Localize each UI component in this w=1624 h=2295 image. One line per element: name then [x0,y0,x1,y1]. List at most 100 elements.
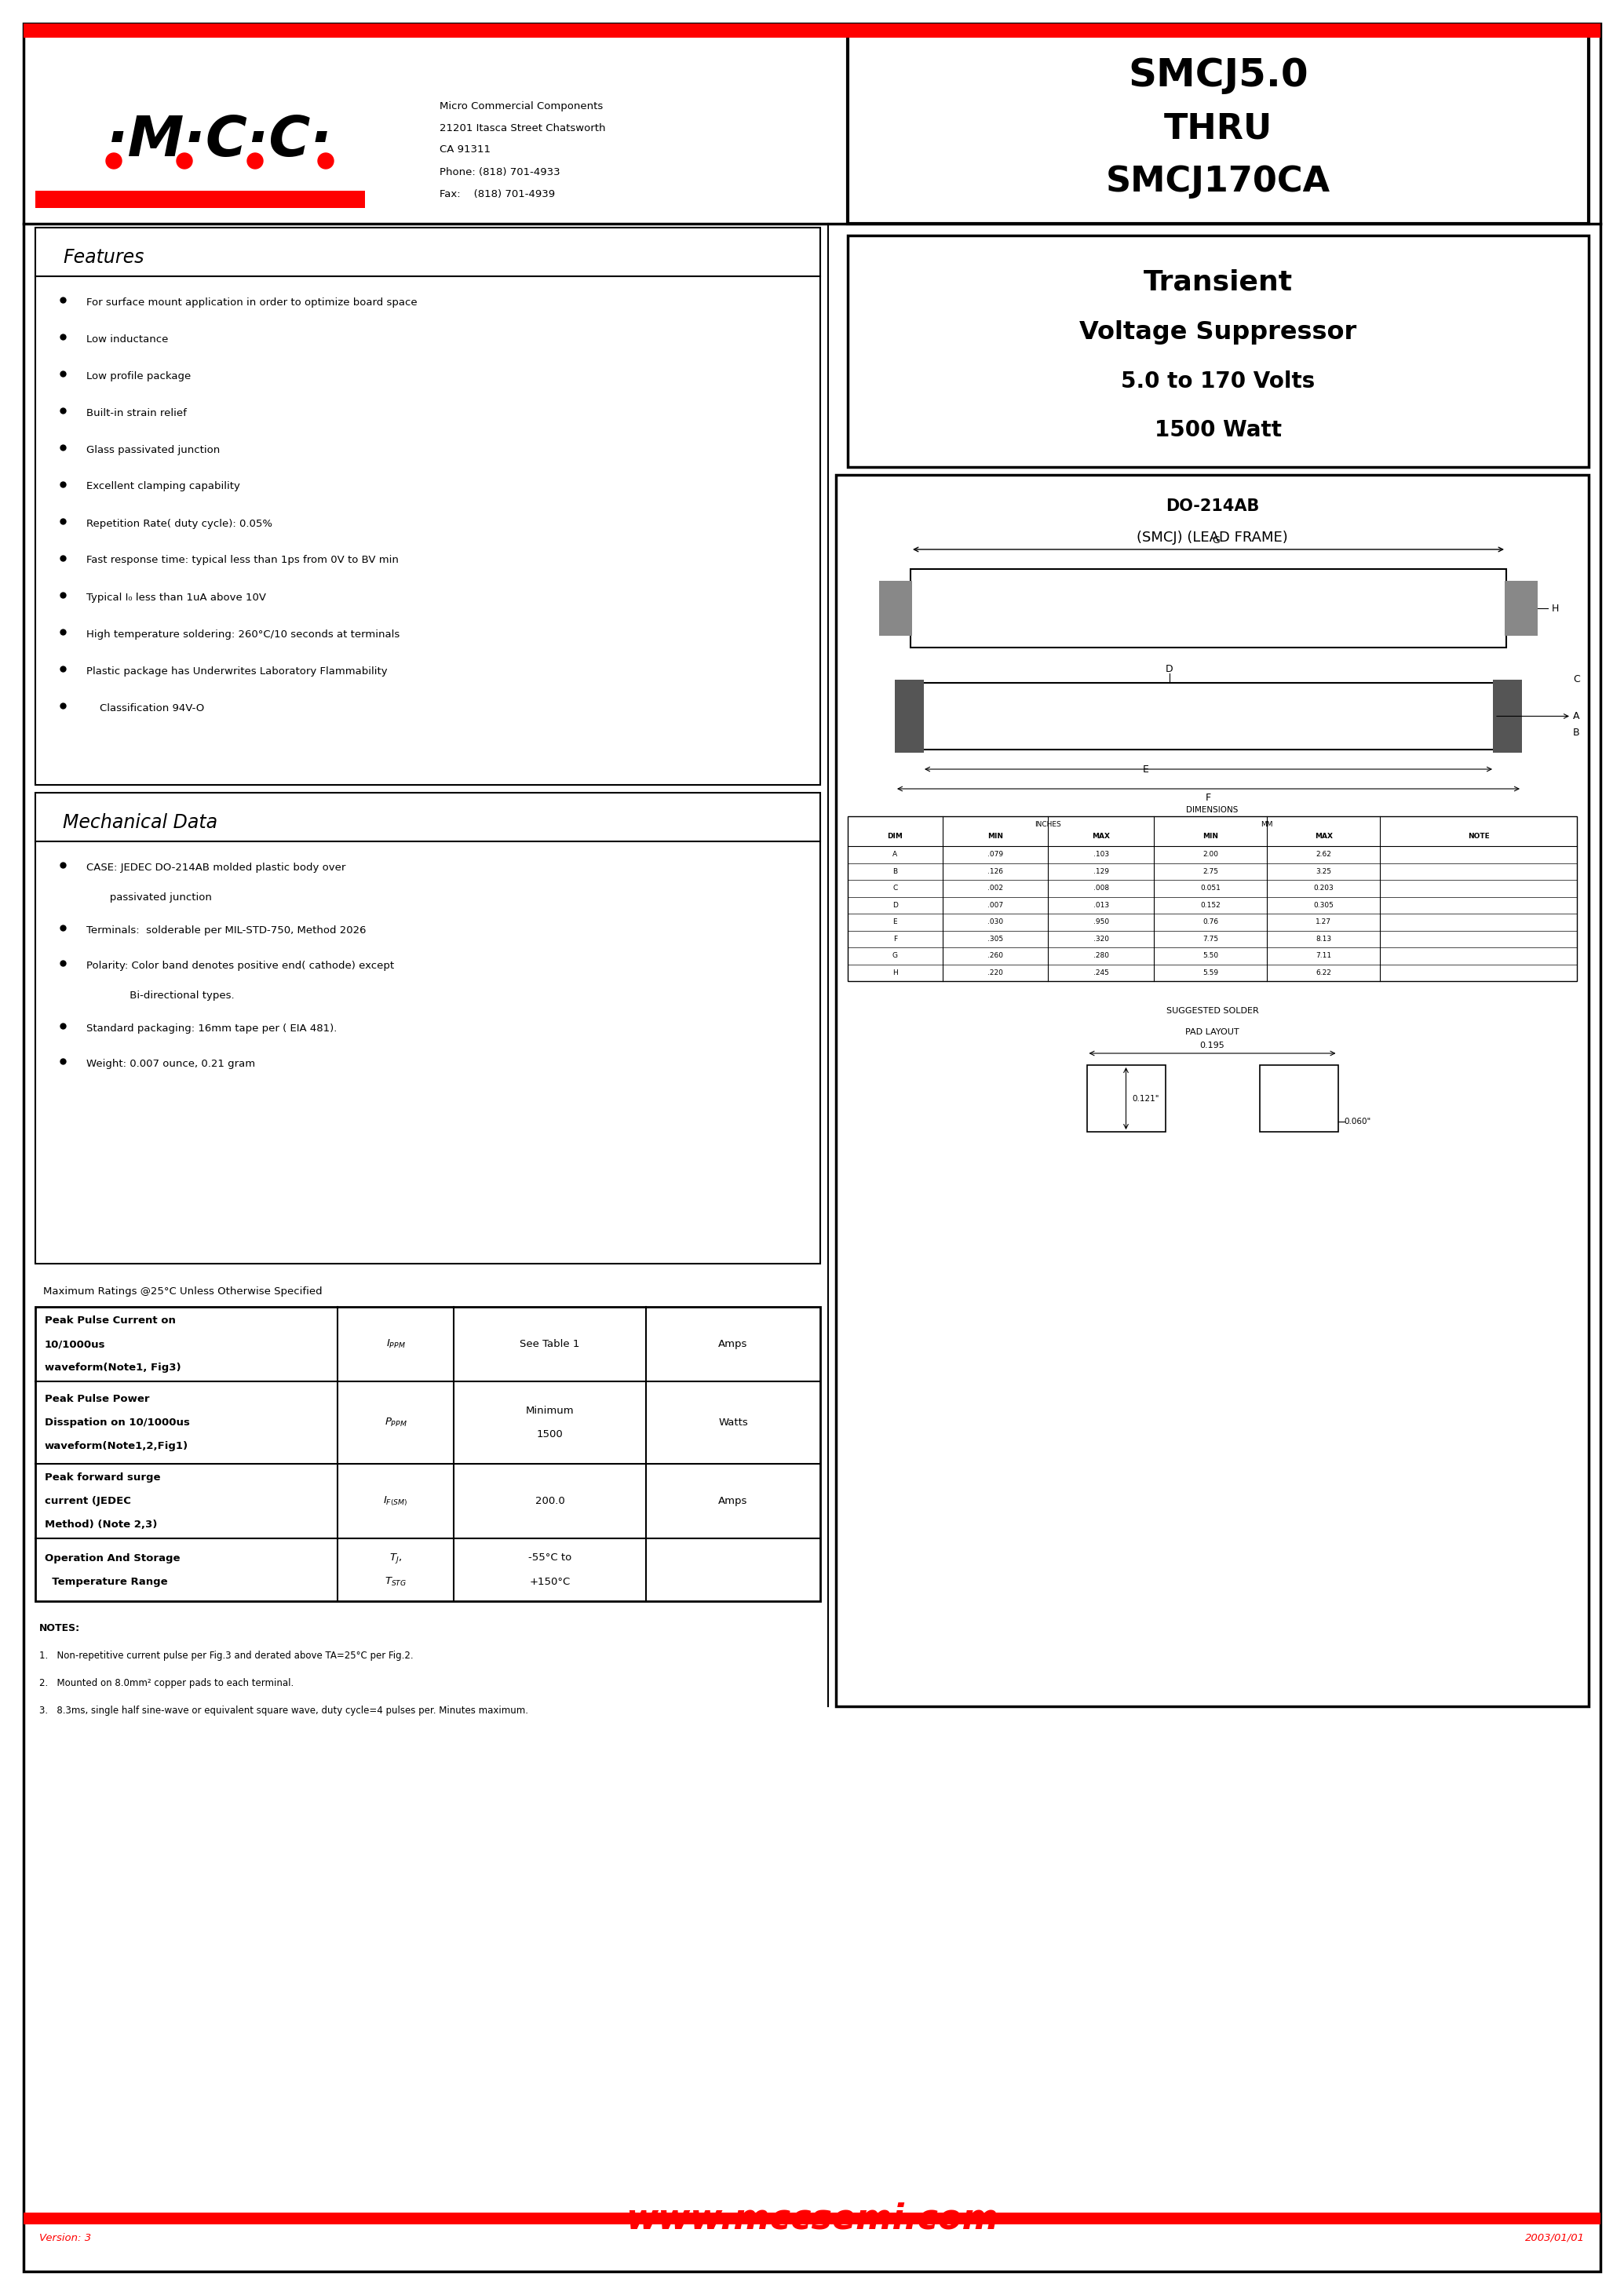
Text: Repetition Rate( duty cycle): 0.05%: Repetition Rate( duty cycle): 0.05% [86,519,273,528]
Text: Temperature Range: Temperature Range [45,1577,167,1586]
Text: DO-214AB: DO-214AB [1166,498,1259,514]
Text: 1500 Watt: 1500 Watt [1155,420,1281,441]
Text: .220: .220 [987,968,1004,975]
Text: .008: .008 [1093,886,1109,893]
Text: 6.22: 6.22 [1315,968,1332,975]
Text: C: C [893,886,898,893]
Text: Voltage Suppressor: Voltage Suppressor [1080,321,1356,344]
Text: 7.11: 7.11 [1315,952,1332,959]
Text: .950: .950 [1093,918,1109,925]
Text: Low profile package: Low profile package [86,372,192,381]
Text: Operation And Storage: Operation And Storage [45,1554,180,1563]
Text: 1500: 1500 [536,1430,564,1439]
Text: Terminals:  solderable per MIL-STD-750, Method 2026: Terminals: solderable per MIL-STD-750, M… [86,925,365,934]
Text: Fast response time: typical less than 1ps from 0V to BV min: Fast response time: typical less than 1p… [86,555,398,565]
Bar [1259,1065,1338,1131]
Text: See Table 1: See Table 1 [520,1338,580,1349]
Text: waveform(Note1,2,Fig1): waveform(Note1,2,Fig1) [45,1441,188,1450]
Text: Bi-directional types.: Bi-directional types. [86,989,234,1001]
Text: $P_{PPM}$: $P_{PPM}$ [385,1416,408,1427]
Text: Phone: (818) 701-4933: Phone: (818) 701-4933 [440,168,560,177]
Text: Features: Features [63,248,145,266]
Text: MAX: MAX [1314,833,1333,840]
Text: DIM: DIM [887,833,903,840]
Text: 0.203: 0.203 [1314,886,1333,893]
Text: Peak forward surge: Peak forward surge [45,1473,161,1483]
Text: NOTE: NOTE [1468,833,1489,840]
Text: Minimum: Minimum [526,1407,573,1416]
Text: G: G [1213,535,1220,546]
Bar [922,684,1494,750]
Text: Polarity: Color band denotes positive end( cathode) except: Polarity: Color band denotes positive en… [86,959,395,971]
Text: 5.59: 5.59 [1203,968,1218,975]
Text: Peak Pulse Power: Peak Pulse Power [45,1393,149,1405]
Circle shape [177,154,192,170]
Text: B: B [1574,728,1580,739]
Circle shape [318,154,333,170]
Text: 21201 Itasca Street Chatsworth: 21201 Itasca Street Chatsworth [440,124,606,133]
Circle shape [247,154,263,170]
Bar [36,227,820,785]
Text: current (JEDEC: current (JEDEC [45,1496,132,1506]
Text: .245: .245 [1093,968,1109,975]
Bar [836,475,1588,1707]
Text: -55°C to: -55°C to [528,1554,572,1563]
Text: CA 91311: CA 91311 [440,145,490,156]
Text: $I_{F(SM)}$: $I_{F(SM)}$ [383,1494,408,1508]
Text: SMCJ170CA: SMCJ170CA [1106,165,1330,200]
Text: 2003/01/01: 2003/01/01 [1525,2233,1585,2242]
Bar [36,190,365,209]
Text: .280: .280 [1093,952,1109,959]
Text: www.mccsemi.com: www.mccsemi.com [625,2201,999,2235]
Text: 1.27: 1.27 [1315,918,1332,925]
Bar [36,792,820,1265]
Text: 0.152: 0.152 [1200,902,1221,909]
Text: CASE: JEDEC DO-214AB molded plastic body over: CASE: JEDEC DO-214AB molded plastic body… [86,863,346,872]
Text: For surface mount application in order to optimize board space: For surface mount application in order t… [86,296,417,308]
Text: F: F [893,936,896,943]
Text: DIMENSIONS: DIMENSIONS [1186,806,1239,815]
Text: $I_{PPM}$: $I_{PPM}$ [387,1338,406,1349]
Text: 7.75: 7.75 [1203,936,1218,943]
Text: 1.   Non-repetitive current pulse per Fig.3 and derated above TA=25°C per Fig.2.: 1. Non-repetitive current pulse per Fig.… [39,1650,414,1662]
Bar [36,1306,820,1602]
Text: Glass passivated junction: Glass passivated junction [86,445,219,454]
Text: SMCJ5.0: SMCJ5.0 [1129,57,1309,94]
Bar [1086,1065,1164,1131]
Bar [848,817,1577,980]
Text: .129: .129 [1093,868,1109,874]
Text: THRU: THRU [1164,112,1273,145]
Text: Method) (Note 2,3): Method) (Note 2,3) [45,1519,158,1531]
Text: Mechanical Data: Mechanical Data [63,812,218,833]
Text: Low inductance: Low inductance [86,335,169,344]
Bar [879,581,913,636]
Text: NOTES:: NOTES: [39,1623,80,1634]
Text: .260: .260 [987,952,1004,959]
Text: .103: .103 [1093,851,1109,858]
Bar [23,2212,1601,2224]
Text: Fax:    (818) 701-4939: Fax: (818) 701-4939 [440,188,555,200]
Text: A: A [893,851,898,858]
Bar [1492,679,1522,753]
Text: 3.25: 3.25 [1315,868,1332,874]
Text: 0.195: 0.195 [1200,1042,1224,1049]
Text: A: A [1574,711,1580,721]
Text: 5.50: 5.50 [1203,952,1218,959]
Text: D: D [1166,663,1173,675]
Text: 2.75: 2.75 [1203,868,1218,874]
Text: 10/1000us: 10/1000us [45,1338,106,1349]
Text: Watts: Watts [718,1418,749,1427]
Text: MM: MM [1260,822,1273,828]
Text: 0.051: 0.051 [1200,886,1221,893]
Text: Amps: Amps [718,1338,747,1349]
Text: Plastic package has Underwrites Laboratory Flammability: Plastic package has Underwrites Laborato… [86,666,388,677]
Text: .002: .002 [987,886,1004,893]
Text: $T_J$,: $T_J$, [390,1551,401,1565]
Text: Disspation on 10/1000us: Disspation on 10/1000us [45,1418,190,1427]
Text: 5.0 to 170 Volts: 5.0 to 170 Volts [1121,369,1315,392]
Text: Amps: Amps [718,1496,747,1506]
Text: .320: .320 [1093,936,1109,943]
Text: Typical I₀ less than 1uA above 10V: Typical I₀ less than 1uA above 10V [86,592,266,601]
Circle shape [106,154,122,170]
Text: Micro Commercial Components: Micro Commercial Components [440,101,603,110]
